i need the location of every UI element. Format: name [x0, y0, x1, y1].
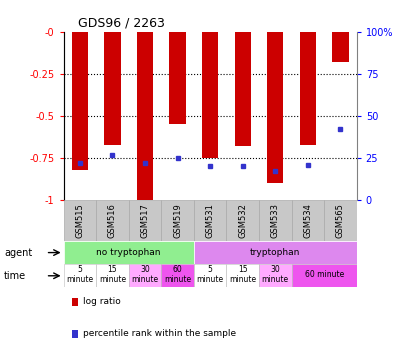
Text: 15
minute: 15 minute	[99, 265, 126, 284]
Text: 60 minute: 60 minute	[304, 270, 343, 279]
Bar	[137, 32, 153, 200]
Bar	[169, 32, 185, 125]
Text: GSM565: GSM565	[335, 203, 344, 238]
Text: GSM531: GSM531	[205, 203, 214, 238]
Bar	[234, 32, 250, 146]
Text: GSM517: GSM517	[140, 203, 149, 238]
Bar	[63, 200, 96, 241]
Bar	[63, 264, 96, 287]
Bar	[128, 200, 161, 241]
Text: time: time	[4, 271, 26, 281]
Bar	[226, 264, 258, 287]
Bar	[161, 200, 193, 241]
Bar	[324, 200, 356, 241]
Text: GSM533: GSM533	[270, 203, 279, 238]
Text: log ratio: log ratio	[83, 297, 120, 306]
Bar	[331, 32, 348, 62]
Text: tryptophan: tryptophan	[249, 248, 300, 257]
Text: 30
minute: 30 minute	[131, 265, 158, 284]
Text: 5
minute: 5 minute	[66, 265, 93, 284]
Text: GSM532: GSM532	[238, 203, 247, 238]
Bar	[63, 241, 193, 264]
Bar	[258, 200, 291, 241]
Bar	[267, 32, 283, 183]
Text: GSM515: GSM515	[75, 203, 84, 238]
Bar	[193, 241, 356, 264]
Text: GSM534: GSM534	[303, 203, 312, 238]
Bar	[291, 264, 356, 287]
Text: GSM519: GSM519	[173, 203, 182, 238]
Text: 60
minute: 60 minute	[164, 265, 191, 284]
Bar	[193, 264, 226, 287]
Bar	[202, 32, 218, 158]
Bar	[72, 32, 88, 170]
Text: 15
minute: 15 minute	[229, 265, 256, 284]
Text: GSM516: GSM516	[108, 203, 117, 238]
Bar	[258, 264, 291, 287]
Text: GDS96 / 2263: GDS96 / 2263	[78, 16, 165, 30]
Bar	[291, 200, 324, 241]
Text: agent: agent	[4, 247, 32, 258]
Text: percentile rank within the sample: percentile rank within the sample	[83, 329, 236, 338]
Bar	[193, 200, 226, 241]
Bar	[299, 32, 315, 145]
Text: 30
minute: 30 minute	[261, 265, 288, 284]
Bar	[226, 200, 258, 241]
Bar	[96, 200, 128, 241]
Bar	[104, 32, 120, 145]
Bar	[161, 264, 193, 287]
Bar	[128, 264, 161, 287]
Text: no tryptophan: no tryptophan	[96, 248, 161, 257]
Text: 5
minute: 5 minute	[196, 265, 223, 284]
Bar	[96, 264, 128, 287]
